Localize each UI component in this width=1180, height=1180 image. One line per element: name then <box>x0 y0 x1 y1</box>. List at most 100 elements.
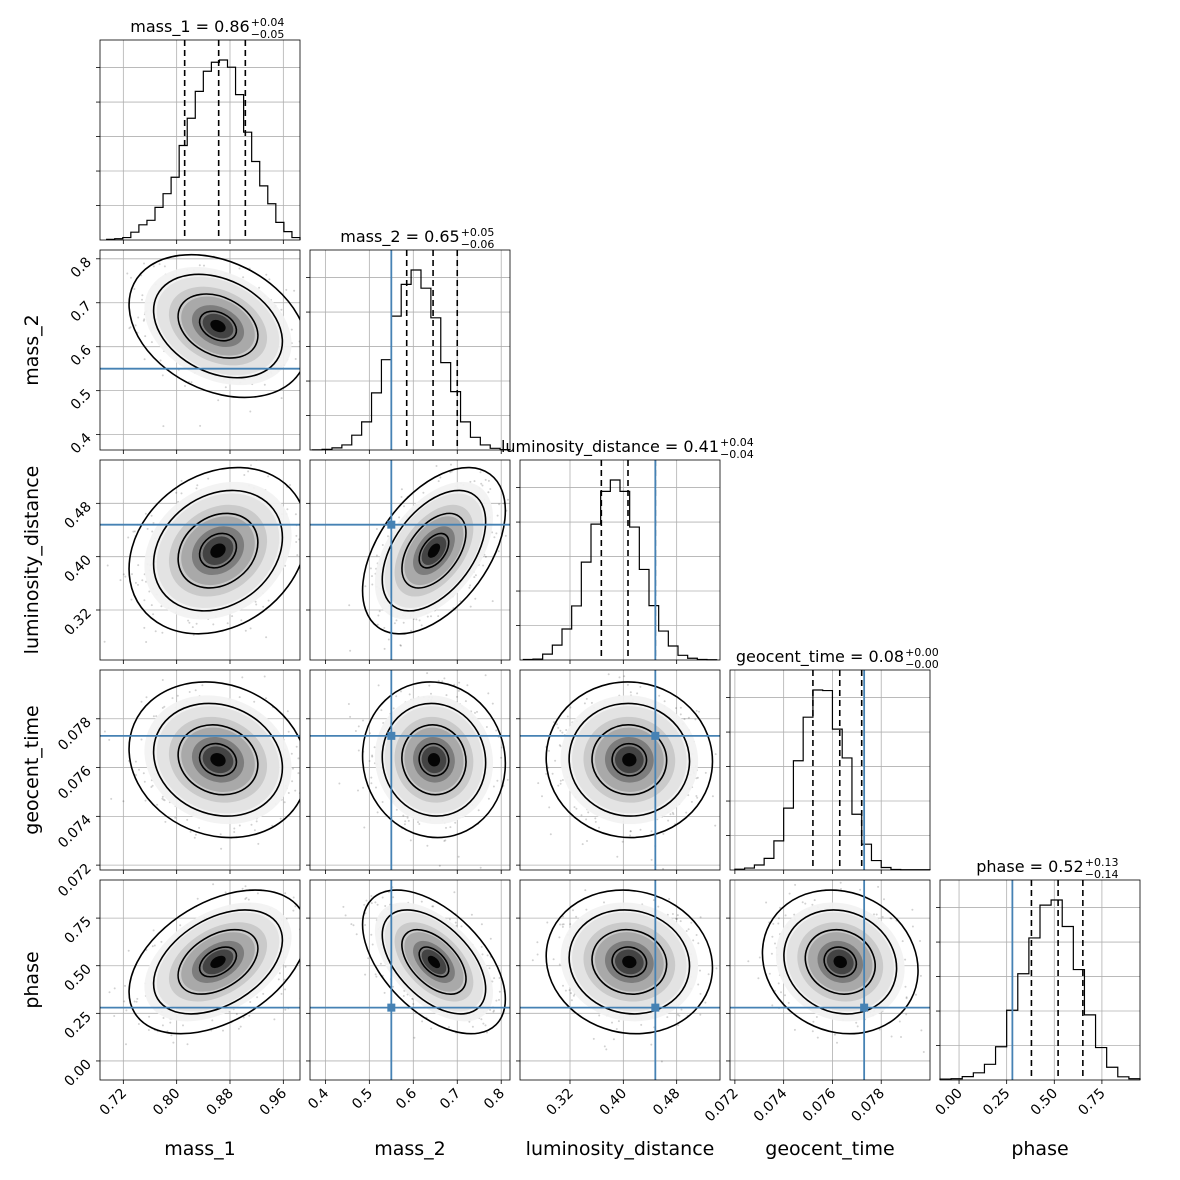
sample-point <box>161 374 164 377</box>
sample-point <box>110 797 113 800</box>
sample-point <box>119 579 122 582</box>
sample-point <box>279 817 282 820</box>
sample-point <box>541 795 543 798</box>
sample-point <box>629 691 632 694</box>
sample-point <box>458 681 461 684</box>
sample-point <box>371 754 374 757</box>
sample-point <box>152 929 155 932</box>
sample-point <box>160 940 163 943</box>
sample-point <box>194 833 197 836</box>
sample-point <box>224 891 227 894</box>
sample-point <box>163 705 166 708</box>
sample-point <box>368 760 371 762</box>
sample-point <box>590 701 593 704</box>
sample-point <box>357 725 360 728</box>
contour-line <box>128 466 300 635</box>
sample-point <box>201 684 204 687</box>
histogram-step <box>311 269 511 451</box>
sample-point <box>250 823 253 826</box>
sample-point <box>291 780 294 783</box>
sample-point <box>437 615 440 618</box>
contour-line <box>198 532 238 569</box>
sample-point <box>196 897 199 900</box>
contour-line <box>128 889 300 1035</box>
sample-point <box>233 827 236 830</box>
sample-point <box>125 1043 127 1046</box>
sample-point <box>370 776 373 779</box>
sample-point <box>583 702 586 705</box>
sample-point <box>581 843 584 846</box>
sample-point <box>151 784 154 787</box>
sample-point <box>113 1015 116 1017</box>
sample-point <box>376 623 379 626</box>
contour-line <box>198 742 238 777</box>
sample-point <box>400 496 403 498</box>
sample-point <box>474 597 477 600</box>
sample-point <box>297 772 300 775</box>
sample-point <box>122 573 125 576</box>
sample-point <box>126 272 129 275</box>
sample-point <box>453 683 456 686</box>
sample-point <box>376 903 379 906</box>
sample-point <box>289 484 291 486</box>
sample-point <box>443 840 446 842</box>
contour-line <box>177 928 259 995</box>
sample-point <box>293 289 296 292</box>
sample-point <box>551 772 554 775</box>
sample-point <box>148 1015 151 1018</box>
sample-point <box>485 726 488 728</box>
panel-contents <box>310 880 510 1080</box>
panel-contents <box>310 668 510 870</box>
sample-point <box>162 1017 165 1019</box>
sample-point <box>321 911 323 913</box>
sample-point <box>284 965 287 968</box>
sample-point <box>280 308 283 311</box>
sample-point <box>265 697 267 700</box>
sample-point <box>153 944 156 947</box>
sample-point <box>128 327 131 330</box>
sample-point <box>262 992 265 995</box>
sample-point <box>135 774 137 776</box>
sample-point <box>395 619 398 622</box>
sample-point <box>198 826 201 829</box>
scatter-panel-mass_1-geocent_time <box>96 669 301 874</box>
panel-frame <box>99 459 301 661</box>
sample-point <box>487 692 490 695</box>
sample-point <box>402 814 405 817</box>
contour-line <box>381 702 487 817</box>
sample-point <box>395 808 398 811</box>
sample-point <box>140 738 143 741</box>
sample-point <box>237 1027 240 1030</box>
sample-point <box>163 799 166 802</box>
sample-point <box>141 298 143 301</box>
sample-point <box>444 668 446 670</box>
sample-point <box>292 767 294 770</box>
sample-point <box>155 715 158 718</box>
histogram-step <box>106 59 301 240</box>
contour-line <box>401 512 467 589</box>
sample-point <box>479 866 482 869</box>
sample-point <box>559 729 562 732</box>
sample-point <box>573 806 576 809</box>
sample-point <box>714 824 717 827</box>
sample-point <box>430 615 432 618</box>
sample-point <box>132 530 135 533</box>
sample-point <box>222 1029 224 1032</box>
sample-point <box>639 685 642 688</box>
sample-point <box>338 782 341 785</box>
sample-point <box>362 719 364 722</box>
sample-point <box>371 755 374 758</box>
sample-point <box>629 830 632 833</box>
sample-point <box>330 513 332 515</box>
sample-point <box>426 672 429 675</box>
sample-point <box>284 1008 287 1011</box>
sample-point <box>549 833 552 836</box>
sample-point <box>375 786 377 789</box>
sample-point <box>445 694 448 697</box>
sample-point <box>404 820 407 823</box>
sample-point <box>626 683 629 686</box>
sample-point <box>304 925 306 927</box>
sample-point <box>407 819 410 822</box>
sample-point <box>474 711 476 714</box>
